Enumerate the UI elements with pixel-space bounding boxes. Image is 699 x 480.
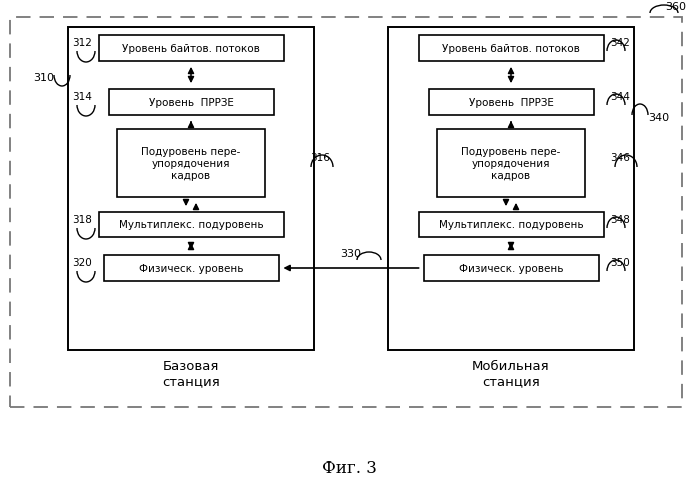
Bar xyxy=(424,255,598,281)
Bar xyxy=(108,90,273,116)
Bar xyxy=(419,36,603,62)
Text: 340: 340 xyxy=(648,113,669,123)
Bar xyxy=(419,213,603,238)
Bar xyxy=(99,36,284,62)
Bar xyxy=(117,130,265,198)
Bar xyxy=(388,28,634,350)
Text: Фиг. 3: Фиг. 3 xyxy=(322,459,377,476)
Text: 310: 310 xyxy=(33,73,54,83)
Bar xyxy=(437,130,585,198)
Text: 348: 348 xyxy=(610,215,630,225)
Text: 320: 320 xyxy=(72,257,92,267)
Text: Уровень байтов. потоков: Уровень байтов. потоков xyxy=(442,44,580,54)
Bar xyxy=(10,18,682,407)
Text: Физическ. уровень: Физическ. уровень xyxy=(459,264,563,274)
Text: 330: 330 xyxy=(340,249,361,258)
Text: Физическ. уровень: Физическ. уровень xyxy=(138,264,243,274)
Text: Мультиплекс. подуровень: Мультиплекс. подуровень xyxy=(119,220,264,230)
Text: Базовая
станция: Базовая станция xyxy=(162,359,220,387)
Text: Подуровень пере-
упорядочения
кадров: Подуровень пере- упорядочения кадров xyxy=(461,147,561,180)
Bar xyxy=(428,90,593,116)
Text: 314: 314 xyxy=(72,92,92,102)
Text: 342: 342 xyxy=(610,38,630,48)
Text: 316: 316 xyxy=(310,153,330,163)
Bar xyxy=(68,28,314,350)
Text: 346: 346 xyxy=(610,153,630,163)
Text: 318: 318 xyxy=(72,215,92,225)
Text: Мобильная
станция: Мобильная станция xyxy=(473,359,550,387)
Text: 350: 350 xyxy=(610,257,630,267)
Text: Уровень  ПРРЗЕ: Уровень ПРРЗЕ xyxy=(149,98,233,108)
Text: Мультиплекс. подуровень: Мультиплекс. подуровень xyxy=(439,220,583,230)
Text: 344: 344 xyxy=(610,92,630,102)
Text: Уровень байтов. потоков: Уровень байтов. потоков xyxy=(122,44,260,54)
Bar xyxy=(99,213,284,238)
Text: 312: 312 xyxy=(72,38,92,48)
Bar xyxy=(103,255,278,281)
Text: 360: 360 xyxy=(665,2,686,12)
Text: Подуровень пере-
упорядочения
кадров: Подуровень пере- упорядочения кадров xyxy=(141,147,240,180)
Text: Уровень  ПРРЗЕ: Уровень ПРРЗЕ xyxy=(468,98,554,108)
